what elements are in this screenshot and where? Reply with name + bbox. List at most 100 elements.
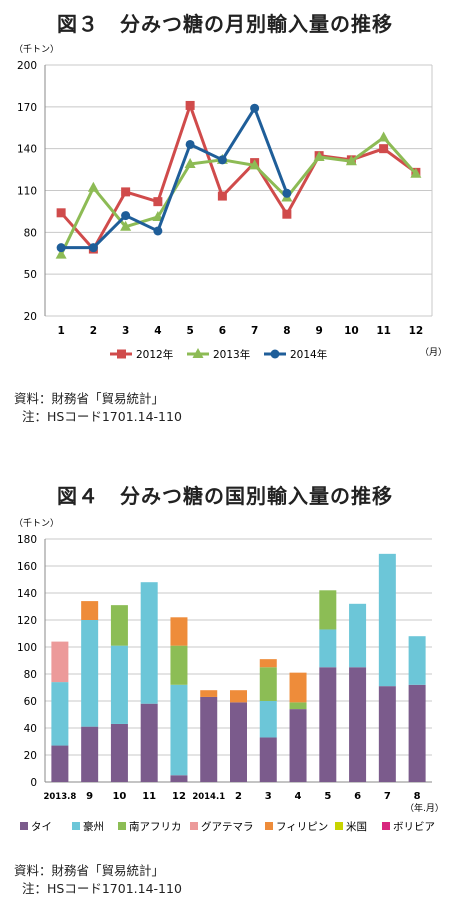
data-point [120, 220, 132, 231]
bar-segment [259, 701, 277, 738]
x-tick-label: 11 [376, 325, 391, 337]
bar-segment [289, 702, 307, 710]
bar-segment [170, 645, 188, 685]
bar-segment [51, 745, 69, 782]
legend-marker [117, 349, 126, 359]
x-tick-label: 7 [384, 791, 391, 802]
x-tick-label: 4 [154, 325, 161, 337]
y-tick-label: 0 [30, 777, 37, 789]
legend-swatch [335, 822, 343, 830]
data-point [282, 209, 292, 219]
x-tick-label: 3 [265, 791, 272, 802]
country-import-bar-chart: （千トン） 0 20 40 60 80 100 120 140 160 180 2013.8 9 10 11… [14, 518, 444, 833]
series-line-3 [61, 106, 289, 250]
bar-segment [110, 723, 128, 782]
data-point [185, 139, 195, 149]
x-tick-label: 4 [295, 791, 302, 802]
bar-segment [378, 686, 396, 782]
legend-label: ボリビア [393, 821, 435, 833]
bar-segment [319, 667, 337, 782]
data-point [378, 131, 390, 142]
data-point [185, 100, 195, 110]
legend-label: 豪州 [83, 820, 104, 833]
bar-segment [289, 709, 307, 782]
bar-segment [110, 645, 128, 724]
bar-segment [319, 590, 337, 630]
x-tick-label: 9 [86, 791, 93, 802]
bar-segment [81, 601, 99, 620]
x-tick-label: 9 [315, 325, 322, 337]
y-tick-label: 110 [17, 186, 37, 198]
y-tick-label: 60 [24, 696, 37, 708]
data-point [379, 144, 389, 154]
bar-segment [408, 636, 426, 685]
x-tick-label: 8 [414, 791, 421, 802]
x-tick-label: 1 [57, 325, 64, 337]
x-tick-label: 10 [112, 791, 126, 802]
data-point [153, 197, 163, 207]
x-tick-label: 10 [344, 325, 359, 337]
x-tick-label: 11 [142, 791, 156, 802]
y-tick-label: 100 [17, 642, 37, 654]
legend-label: 2014年 [290, 348, 327, 361]
legend-swatch [20, 822, 28, 830]
legend-label: 南アフリカ [129, 820, 182, 833]
x-tick-label: 3 [122, 325, 129, 337]
x-tick-label: 2013.8 [43, 792, 76, 802]
y-tick-label: 20 [24, 750, 37, 762]
bar-segment [259, 667, 277, 701]
data-point [184, 158, 196, 169]
bar-segment [81, 726, 99, 782]
x-tick-label: 12 [409, 325, 424, 337]
bar-segment [110, 605, 128, 646]
legend-label: 2012年 [136, 348, 173, 361]
legend-label: 米国 [346, 820, 367, 833]
chart1-source-label: 資料：財務省「貿易統計」 [14, 391, 165, 406]
x-tick-label: 6 [219, 325, 226, 337]
data-point [55, 248, 67, 259]
bar-segment [51, 682, 69, 746]
bar-segment [230, 690, 247, 703]
y-tick-label: 50 [24, 269, 37, 281]
legend-swatch [72, 822, 80, 830]
y-tick-label: 80 [24, 669, 37, 681]
bar-segment [319, 629, 337, 668]
x-tick-label: 2 [235, 791, 242, 802]
bar-segment [81, 620, 99, 727]
y-tick-label: 20 [24, 311, 37, 323]
legend-swatch [190, 822, 198, 830]
x-axis-unit: （年.月） [405, 802, 444, 814]
x-tick-label: 2014.1 [192, 792, 225, 802]
x-tick-label: 6 [354, 791, 361, 802]
y-axis-unit: （千トン） [14, 44, 59, 55]
data-point [87, 181, 99, 192]
legend-swatch [118, 822, 126, 830]
y-tick-label: 80 [24, 227, 37, 239]
bar-segment [408, 684, 426, 782]
bar-segment [259, 737, 277, 782]
bar-segment [140, 582, 158, 704]
legend-label: グアテマラ [201, 820, 254, 833]
x-tick-label: 12 [172, 791, 186, 802]
y-tick-label: 40 [24, 723, 37, 735]
chart2-source-label: 資料：財務省「貿易統計」 [14, 863, 165, 878]
bar-segment [378, 553, 396, 687]
legend-swatch [265, 822, 273, 830]
x-tick-label: 2 [90, 325, 97, 337]
chart2-source-note: 注：HSコード1701.14-110 [22, 881, 182, 896]
bar-segment [170, 684, 188, 776]
bar-segment [349, 667, 367, 782]
data-point [249, 159, 261, 170]
data-point [56, 243, 66, 253]
chart1-title: 図３ 分みつ糖の月別輸入量の推移 [57, 12, 393, 36]
legend-label: フィリピン [276, 821, 328, 833]
chart1-source: 資料：財務省「貿易統計」 注：HSコード1701.14-110 [14, 390, 182, 426]
data-point [282, 188, 292, 198]
data-point [88, 243, 98, 253]
bar-segment [51, 641, 69, 683]
bar-segment [349, 603, 367, 668]
data-point [250, 103, 260, 113]
y-tick-label: 200 [17, 60, 37, 72]
x-tick-label: 5 [324, 791, 331, 802]
data-point [121, 187, 131, 197]
